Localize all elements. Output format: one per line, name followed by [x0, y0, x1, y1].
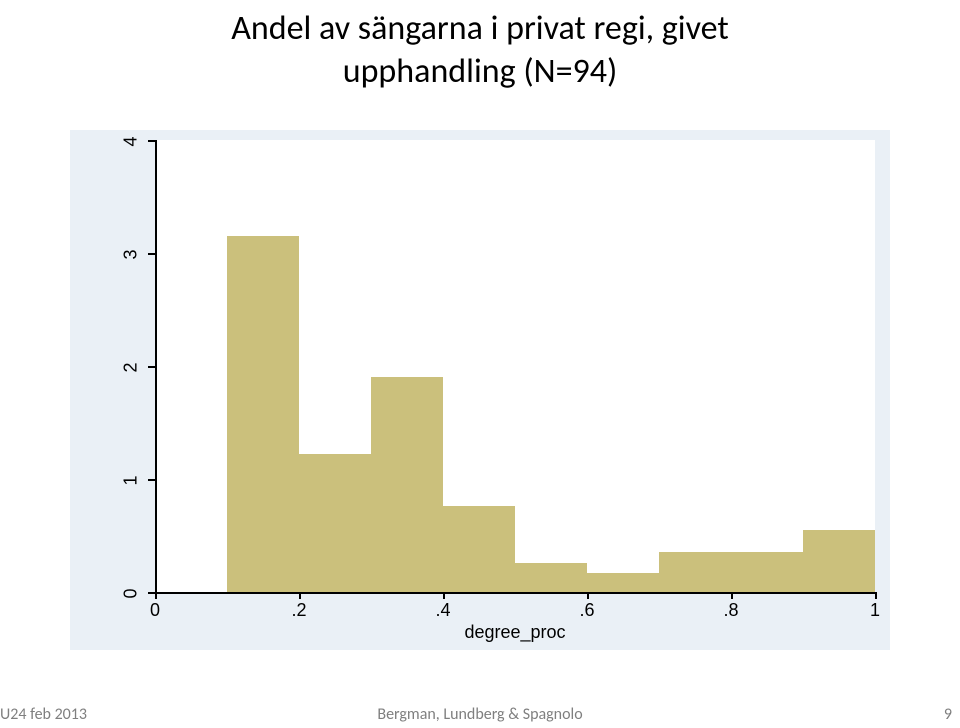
y-tick-label: 3 — [121, 245, 142, 265]
x-tick — [587, 592, 589, 599]
histogram-bar — [659, 552, 731, 592]
x-tick-label: .2 — [279, 600, 319, 621]
x-tick-label: .8 — [711, 600, 751, 621]
histogram-bar — [731, 552, 803, 592]
y-tick — [148, 253, 155, 255]
x-tick-label: 0 — [135, 600, 175, 621]
y-tick — [148, 592, 155, 594]
y-tick-label: 4 — [121, 132, 142, 152]
x-tick-label: 1 — [855, 600, 895, 621]
title-line-1: Andel av sängarna i privat regi, givet — [231, 8, 729, 49]
y-axis — [155, 140, 157, 592]
histogram-bar — [227, 236, 299, 592]
y-tick-label: 2 — [121, 358, 142, 378]
histogram-bar — [803, 530, 875, 592]
histogram-bar — [587, 573, 659, 592]
histogram-bar — [443, 506, 515, 592]
y-tick — [148, 366, 155, 368]
y-tick — [148, 479, 155, 481]
x-tick — [875, 592, 877, 599]
x-axis — [155, 592, 875, 594]
page-number: 9 — [944, 705, 952, 724]
histogram-bar — [371, 377, 443, 592]
x-tick — [299, 592, 301, 599]
x-tick — [443, 592, 445, 599]
footer-authors: Bergman, Lundberg & Spagnolo — [0, 705, 960, 724]
x-tick-label: .4 — [423, 600, 463, 621]
title-line-2: upphandling (N=94) — [343, 51, 618, 92]
y-tick-label: 1 — [121, 471, 142, 491]
histogram-chart: 012340.2.4.6.81degree_proc — [70, 130, 890, 690]
histogram-bar — [299, 454, 371, 592]
histogram-bar — [515, 563, 587, 592]
chart-title: Andel av sängarna i privat regi, givet u… — [0, 8, 960, 93]
x-tick — [731, 592, 733, 599]
y-tick — [148, 140, 155, 142]
x-tick — [155, 592, 157, 599]
x-axis-title: degree_proc — [155, 622, 875, 643]
x-tick-label: .6 — [567, 600, 607, 621]
